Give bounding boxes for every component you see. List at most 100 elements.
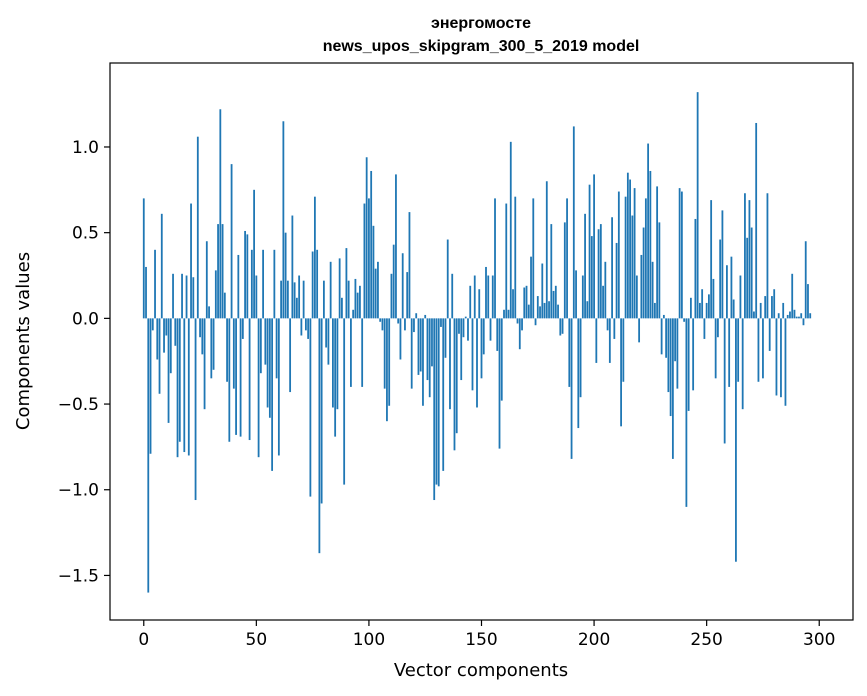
bar-293 (802, 318, 805, 326)
bar-247 (699, 302, 701, 319)
bar-148 (476, 318, 478, 408)
bar-289 (793, 309, 796, 319)
bar-97 (361, 318, 364, 387)
bar-75 (311, 251, 314, 319)
bar-125 (424, 314, 427, 319)
bar-178 (543, 302, 546, 319)
bar-265 (739, 275, 742, 319)
bar-149 (478, 289, 481, 319)
bar-174 (534, 318, 537, 326)
bar-172 (530, 256, 532, 319)
bar-0 (142, 198, 145, 319)
bar-81 (325, 318, 328, 348)
bar-31 (212, 318, 215, 370)
bar-147 (473, 275, 476, 319)
bar-225 (649, 170, 652, 319)
bar-239 (680, 191, 683, 319)
bar-266 (741, 318, 744, 410)
bar-180 (548, 301, 550, 319)
bar-285 (784, 318, 787, 406)
bar-291 (798, 316, 800, 319)
bar-264 (737, 318, 740, 382)
bar-113 (397, 318, 400, 324)
bar-222 (642, 227, 645, 319)
bar-226 (651, 261, 654, 319)
chart-title: энергомосте (431, 15, 531, 32)
bar-105 (379, 318, 382, 322)
bar-33 (217, 224, 219, 319)
bar-151 (482, 318, 485, 355)
bar-19 (185, 275, 188, 319)
bar-296 (809, 313, 812, 319)
bar-197 (586, 301, 589, 319)
bar-146 (471, 318, 474, 391)
bar-283 (780, 318, 782, 398)
bar-275 (762, 318, 764, 379)
bar-58 (273, 249, 276, 319)
bar-166 (516, 318, 519, 324)
bar-169 (523, 287, 526, 319)
bar-258 (723, 318, 726, 444)
bar-27 (203, 318, 206, 410)
bar-278 (768, 318, 771, 351)
bar-200 (593, 174, 595, 319)
bar-115 (401, 253, 404, 319)
bar-136 (449, 318, 451, 410)
bar-164 (512, 289, 514, 319)
bar-228 (656, 186, 659, 319)
bar-294 (804, 241, 807, 319)
bar-194 (579, 318, 582, 398)
bar-66 (291, 215, 294, 319)
bar-240 (683, 318, 686, 322)
bar-30 (210, 318, 213, 379)
bar-10 (165, 318, 168, 336)
y-tick-label: 1.0 (72, 138, 99, 158)
bar-12 (169, 318, 172, 374)
bar-177 (541, 263, 544, 319)
y-tick-label: 0.0 (72, 309, 99, 329)
bar-22 (192, 277, 195, 319)
bar-144 (467, 318, 469, 341)
bar-29 (208, 306, 210, 319)
bar-42 (237, 254, 240, 319)
bar-270 (750, 227, 753, 319)
bar-72 (304, 318, 307, 331)
x-tick-label: 200 (578, 630, 610, 650)
bar-54 (264, 318, 267, 365)
bar-102 (372, 225, 375, 319)
bar-243 (689, 297, 692, 319)
bar-287 (789, 311, 791, 319)
bar-231 (662, 314, 665, 319)
bar-116 (404, 318, 406, 331)
bar-232 (665, 318, 668, 358)
bar-242 (687, 318, 690, 411)
bar-53 (262, 249, 264, 319)
bar-245 (694, 218, 697, 319)
bar-190 (570, 318, 573, 459)
bar-168 (521, 318, 523, 331)
x-axis-label: Vector components (394, 660, 568, 681)
bar-193 (577, 318, 580, 429)
bar-108 (386, 318, 388, 422)
bar-11 (167, 318, 170, 423)
bar-156 (494, 198, 496, 319)
bar-161 (505, 203, 508, 319)
bar-188 (566, 198, 568, 319)
bar-205 (604, 261, 607, 319)
bar-82 (327, 318, 330, 365)
bar-49 (253, 189, 255, 319)
bar-15 (176, 318, 179, 458)
bar-3 (149, 318, 152, 454)
bar-93 (352, 309, 355, 319)
bar-277 (766, 193, 769, 319)
bar-158 (498, 318, 501, 449)
bars-group (142, 92, 812, 593)
bar-48 (250, 249, 253, 319)
bar-150 (480, 318, 483, 379)
y-axis-label: Components values (13, 252, 34, 430)
bar-14 (174, 318, 177, 346)
bar-79 (320, 318, 323, 504)
y-tick-label: −1.0 (58, 481, 99, 501)
bar-114 (399, 318, 402, 360)
